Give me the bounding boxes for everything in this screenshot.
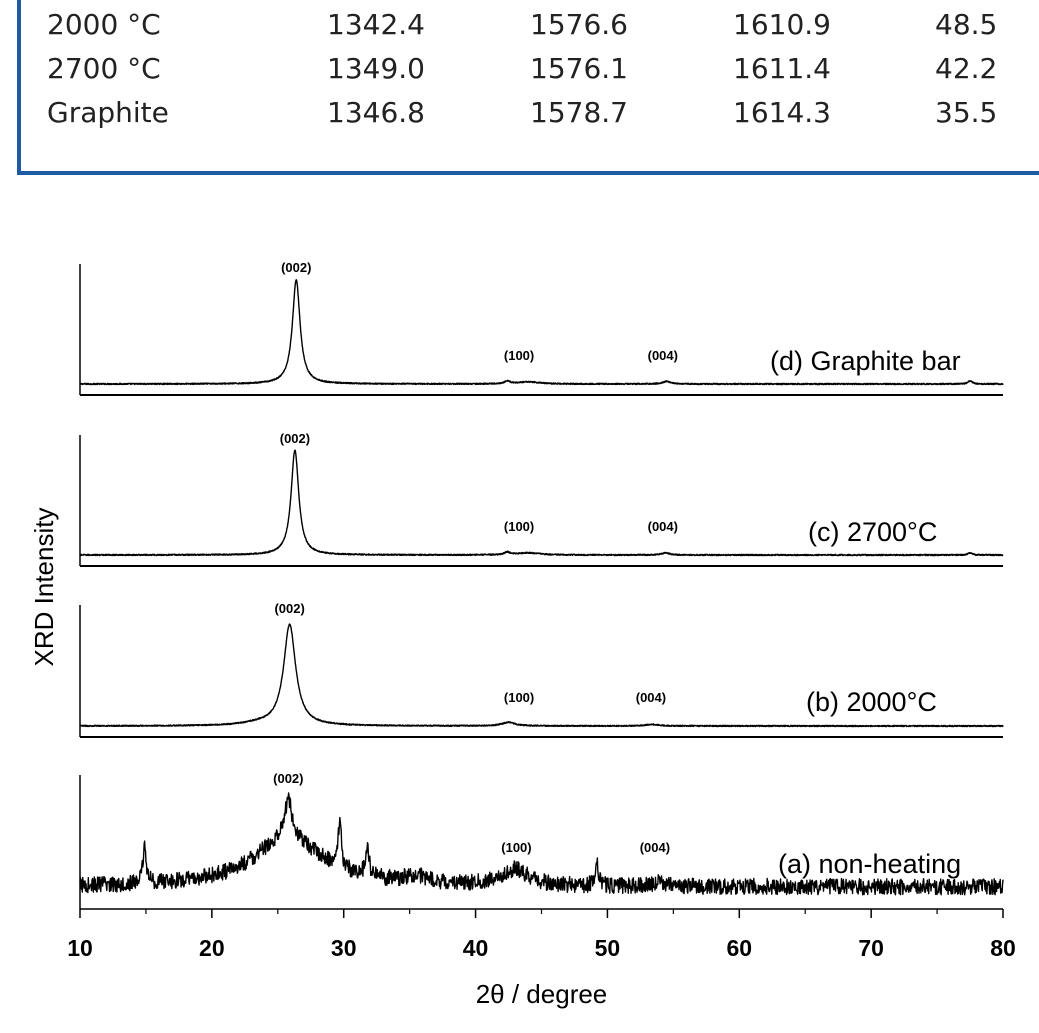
- table-cell: 1578.7: [530, 96, 628, 129]
- y-axis-title: XRD Intensity: [29, 508, 59, 667]
- x-tick-label: 50: [595, 935, 621, 961]
- table-cell: 48.5: [935, 8, 998, 41]
- table-cell: 1576.6: [530, 8, 628, 41]
- peak-label: (002): [280, 431, 310, 446]
- table-row-label: 2700 °C: [47, 52, 161, 85]
- x-tick-label: 70: [858, 935, 884, 961]
- table-row: 2700 °C 1349.0 1576.1 1611.4 42.2: [21, 44, 1039, 88]
- series-label: (a) non-heating: [778, 849, 961, 879]
- table-cell: 1346.8: [327, 96, 425, 129]
- series-label: (d) Graphite bar: [770, 346, 961, 376]
- series-label: (c) 2700°C: [808, 517, 937, 547]
- x-tick-label: 60: [726, 935, 752, 961]
- x-axis: 10 20 30 40 50 60 70 80: [67, 909, 1016, 961]
- data-table: 2000 °C 1342.4 1576.6 1610.9 48.5 2700 °C 1349…: [17, 0, 1039, 175]
- peak-label: (100): [504, 348, 534, 363]
- x-tick-label: 40: [463, 935, 489, 961]
- peak-label: (004): [648, 519, 678, 534]
- table-cell: 1611.4: [733, 52, 831, 85]
- table-row: 2000 °C 1342.4 1576.6 1610.9 48.5: [21, 0, 1039, 44]
- series-label: (b) 2000°C: [806, 687, 937, 717]
- table-cell: 1349.0: [327, 52, 425, 85]
- peak-label: (004): [636, 690, 666, 705]
- x-tick-label: 30: [331, 935, 357, 961]
- x-tick-label: 10: [67, 935, 93, 961]
- series-line: [79, 792, 1004, 896]
- series-panel: (002) (100) (004) (b) 2000°C: [79, 601, 1004, 738]
- table-cell: 35.5: [935, 96, 998, 129]
- series-line: [79, 449, 1004, 557]
- x-tick-label: 20: [199, 935, 225, 961]
- peak-label: (002): [274, 601, 304, 616]
- table-cell: 1576.1: [530, 52, 628, 85]
- table-cell: 1614.3: [733, 96, 831, 129]
- peak-label: (100): [504, 690, 534, 705]
- table-row-label: Graphite: [47, 96, 169, 129]
- series-line: [79, 623, 1004, 728]
- table-cell: 1610.9: [733, 8, 831, 41]
- table-cell: 1342.4: [327, 8, 425, 41]
- table-row: Graphite 1346.8 1578.7 1614.3 35.5: [21, 88, 1039, 132]
- peak-label: (100): [501, 840, 531, 855]
- peak-label: (002): [281, 260, 311, 275]
- table-row-label: 2000 °C: [47, 8, 161, 41]
- series-panel: (002) (100) (004) (c) 2700°C: [79, 431, 1004, 567]
- table-cell: 42.2: [935, 52, 998, 85]
- peak-label: (100): [504, 519, 534, 534]
- series-line: [79, 279, 1004, 386]
- peak-label: (004): [640, 840, 670, 855]
- x-tick-label: 80: [990, 935, 1016, 961]
- peak-label: (002): [273, 771, 303, 786]
- series-panel: (002) (100) (004) (a) non-heating: [79, 771, 1004, 910]
- series-panel: (002) (100) (004) (d) Graphite bar: [79, 260, 1004, 396]
- peak-label: (004): [648, 348, 678, 363]
- x-axis-title: 2θ / degree: [476, 979, 608, 1009]
